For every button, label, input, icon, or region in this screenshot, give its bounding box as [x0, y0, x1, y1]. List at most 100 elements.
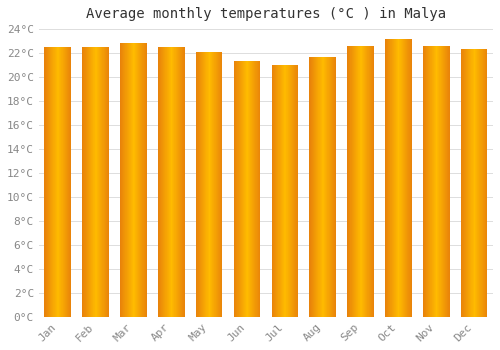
- Bar: [66, 47, 67, 317]
- Bar: [158, 47, 159, 317]
- Bar: [479, 49, 480, 317]
- Bar: [332, 57, 333, 317]
- Bar: [174, 47, 175, 317]
- Bar: [63, 47, 64, 317]
- Bar: [166, 47, 167, 317]
- Bar: [251, 62, 252, 317]
- Bar: [178, 47, 179, 317]
- Bar: [177, 47, 178, 317]
- Bar: [404, 38, 405, 317]
- Bar: [408, 38, 409, 317]
- Bar: [349, 46, 350, 317]
- Bar: [391, 38, 392, 317]
- Bar: [466, 49, 468, 317]
- Bar: [52, 47, 53, 317]
- Bar: [144, 43, 145, 317]
- Bar: [219, 52, 220, 317]
- Bar: [89, 47, 90, 317]
- Bar: [141, 43, 142, 317]
- Bar: [471, 49, 472, 317]
- Bar: [326, 57, 327, 317]
- Bar: [168, 47, 169, 317]
- Bar: [331, 57, 332, 317]
- Bar: [132, 43, 133, 317]
- Bar: [172, 47, 173, 317]
- Bar: [469, 49, 470, 317]
- Bar: [280, 65, 281, 317]
- Bar: [357, 46, 358, 317]
- Bar: [246, 62, 247, 317]
- Bar: [105, 47, 106, 317]
- Bar: [209, 52, 210, 317]
- Bar: [407, 38, 408, 317]
- Bar: [120, 43, 122, 317]
- Bar: [182, 47, 183, 317]
- Bar: [169, 47, 170, 317]
- Bar: [467, 49, 468, 317]
- Bar: [248, 62, 249, 317]
- Bar: [120, 43, 121, 317]
- Bar: [253, 62, 254, 317]
- Bar: [178, 47, 180, 317]
- Bar: [128, 43, 129, 317]
- Bar: [48, 47, 50, 317]
- Bar: [179, 47, 180, 317]
- Bar: [58, 47, 59, 317]
- Bar: [256, 62, 257, 317]
- Bar: [84, 47, 85, 317]
- Bar: [102, 47, 103, 317]
- Bar: [136, 43, 137, 317]
- Bar: [92, 47, 93, 317]
- Bar: [125, 43, 126, 317]
- Bar: [406, 38, 407, 317]
- Bar: [98, 47, 99, 317]
- Bar: [430, 46, 431, 317]
- Bar: [461, 49, 462, 317]
- Title: Average monthly temperatures (°C ) in Malya: Average monthly temperatures (°C ) in Ma…: [86, 7, 446, 21]
- Bar: [106, 47, 108, 317]
- Bar: [480, 49, 481, 317]
- Bar: [199, 52, 200, 317]
- Bar: [290, 65, 292, 317]
- Bar: [104, 47, 105, 317]
- Bar: [322, 57, 324, 317]
- Bar: [93, 47, 94, 317]
- Bar: [362, 46, 364, 317]
- Bar: [196, 52, 197, 317]
- Bar: [161, 47, 162, 317]
- Bar: [243, 62, 244, 317]
- Bar: [394, 38, 396, 317]
- Bar: [432, 46, 433, 317]
- Bar: [445, 46, 446, 317]
- Bar: [279, 65, 280, 317]
- Bar: [352, 46, 353, 317]
- Bar: [386, 38, 387, 317]
- Bar: [481, 49, 482, 317]
- Bar: [442, 46, 443, 317]
- Bar: [447, 46, 448, 317]
- Bar: [294, 65, 295, 317]
- Bar: [210, 52, 211, 317]
- Bar: [167, 47, 168, 317]
- Bar: [215, 52, 216, 317]
- Bar: [409, 38, 410, 317]
- Bar: [100, 47, 101, 317]
- Bar: [334, 57, 335, 317]
- Bar: [327, 57, 328, 317]
- Bar: [385, 38, 386, 317]
- Bar: [321, 57, 322, 317]
- Bar: [288, 65, 289, 317]
- Bar: [82, 47, 83, 317]
- Bar: [127, 43, 128, 317]
- Bar: [371, 46, 372, 317]
- Bar: [486, 49, 487, 317]
- Bar: [180, 47, 181, 317]
- Bar: [56, 47, 57, 317]
- Bar: [210, 52, 212, 317]
- Bar: [159, 47, 160, 317]
- Bar: [108, 47, 109, 317]
- Bar: [360, 46, 361, 317]
- Bar: [372, 46, 373, 317]
- Bar: [197, 52, 198, 317]
- Bar: [400, 38, 401, 317]
